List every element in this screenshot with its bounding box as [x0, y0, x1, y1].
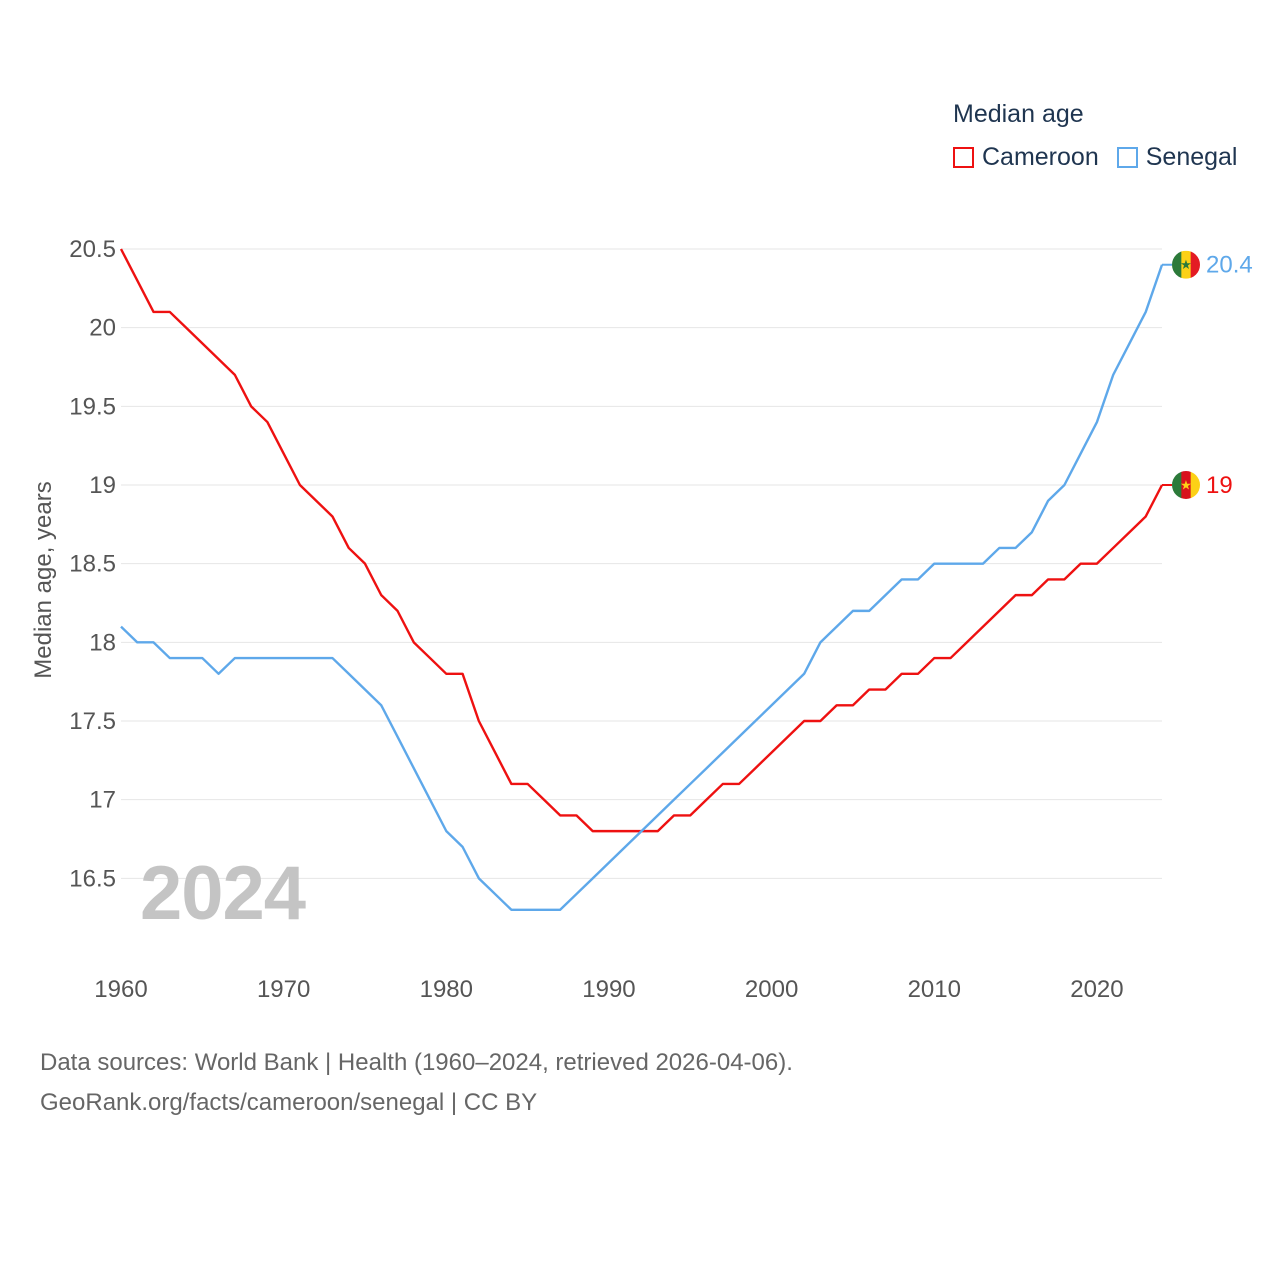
sources-line: Data sources: World Bank | Health (1960–… — [40, 1049, 793, 1076]
flag-senegal-icon: ★ — [1172, 250, 1200, 279]
data-sources: Data sources: World Bank | Health (1960–… — [40, 1043, 793, 1123]
end-label-senegal: 20.4 — [1206, 252, 1253, 279]
legend-label-senegal: Senegal — [1145, 143, 1238, 171]
x-axis-ticks: 1960 1970 1980 1990 2000 2010 2020 — [94, 976, 1123, 1003]
svg-text:★: ★ — [1180, 258, 1192, 273]
x-tick-label: 1970 — [257, 976, 310, 1003]
y-tick-label: 19.5 — [69, 393, 116, 420]
x-tick-label: 2020 — [1070, 976, 1123, 1003]
legend-title: Median age — [953, 100, 1084, 128]
y-tick-label: 17 — [89, 787, 116, 814]
end-markers: ★ 19 ★ 20.4 — [1162, 250, 1253, 499]
y-tick-label: 18.5 — [69, 551, 116, 578]
x-tick-label: 1990 — [582, 976, 635, 1003]
y-tick-label: 17.5 — [69, 708, 116, 735]
series-line-cameroon — [119, 248, 1164, 833]
y-tick-label: 18 — [89, 629, 116, 656]
grid-lines — [121, 248, 1162, 879]
x-tick-label: 2010 — [908, 976, 961, 1003]
legend-swatch-senegal — [1116, 147, 1138, 168]
legend: Cameroon Senegal — [953, 143, 1255, 172]
x-tick-label: 1960 — [94, 976, 147, 1003]
y-tick-label: 19 — [89, 472, 116, 499]
x-tick-label: 1980 — [420, 976, 473, 1003]
y-axis-label: Median age, years — [30, 481, 57, 678]
y-tick-label: 20.5 — [69, 236, 116, 263]
year-stamp: 2024 — [140, 851, 306, 936]
y-tick-label: 16.5 — [69, 865, 116, 892]
legend-swatch-cameroon — [953, 147, 974, 168]
series-lines — [119, 248, 1164, 911]
georank-link[interactable]: GeoRank.org/facts/cameroon/senegal | CC … — [40, 1089, 538, 1116]
y-tick-label: 20 — [89, 315, 116, 342]
series-line-senegal — [120, 264, 1164, 911]
end-label-cameroon: 19 — [1206, 472, 1233, 499]
y-axis-ticks: 16.5 17 17.5 18 18.5 19 19.5 20 20.5 — [69, 236, 116, 892]
x-tick-label: 2000 — [745, 976, 798, 1003]
legend-item-cameroon[interactable]: Cameroon — [953, 143, 1099, 172]
legend-item-senegal[interactable]: Senegal — [1116, 143, 1238, 172]
flag-cameroon-icon: ★ — [1172, 471, 1200, 499]
legend-label-cameroon: Cameroon — [982, 143, 1099, 171]
svg-text:★: ★ — [1180, 479, 1192, 494]
